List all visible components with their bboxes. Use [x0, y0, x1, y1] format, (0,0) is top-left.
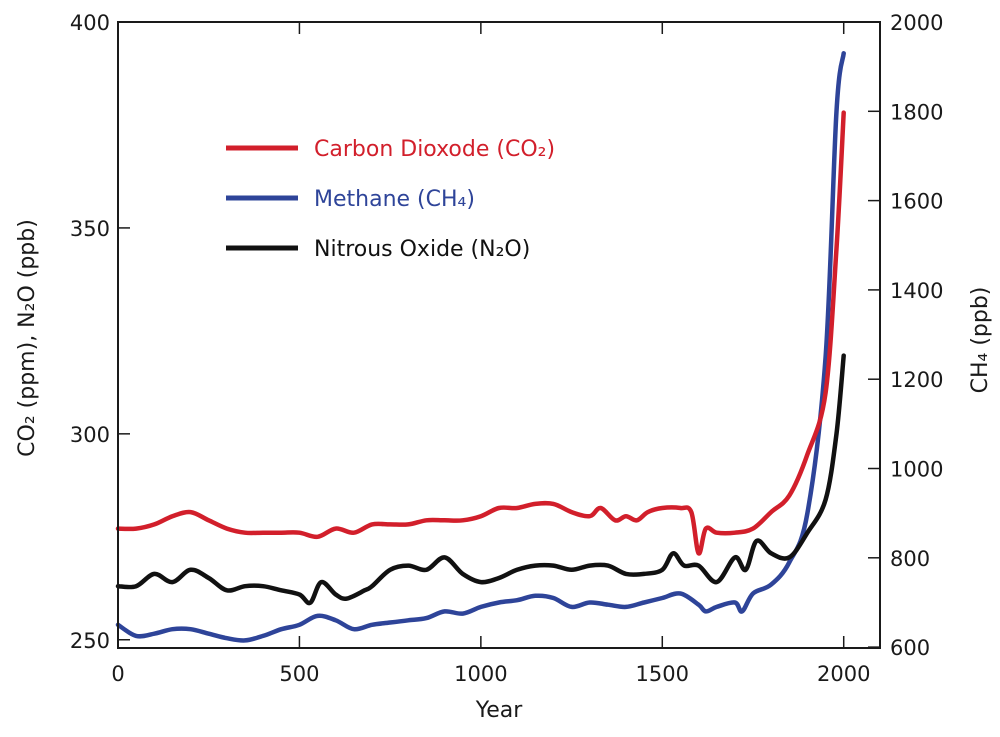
- right-y-tick-label: 1200: [890, 368, 943, 392]
- legend-label-ch4: Methane (CH₄): [314, 187, 475, 212]
- series-line-ch4: [115, 51, 846, 643]
- legend-item-co2: Carbon Dioxode (CO₂): [226, 137, 555, 162]
- right-y-axis: 600 800 1000 1200 1400 1600 1800 2000: [868, 11, 943, 660]
- series-line-n2o: [115, 353, 846, 606]
- x-tick-label: 1500: [636, 662, 689, 686]
- right-y-tick-label: 1800: [890, 100, 943, 124]
- plot-frame: [117, 21, 881, 649]
- right-y-tick-label: 2000: [890, 11, 943, 35]
- series-layer: [115, 51, 846, 643]
- right-y-tick-label: 800: [890, 547, 930, 571]
- x-axis-title: Year: [475, 698, 524, 723]
- x-tick-label: 0: [111, 662, 124, 686]
- left-y-axis-title: CO₂ (ppm), N₂O (ppb): [15, 219, 40, 457]
- x-tick-label: 2000: [817, 662, 870, 686]
- series-line-co2: [115, 110, 846, 556]
- left-y-tick-label: 300: [70, 423, 110, 447]
- x-axis: 0 500 1000 1500 2000: [111, 22, 870, 686]
- legend-label-n2o: Nitrous Oxide (N₂O): [314, 237, 530, 262]
- right-y-tick-label: 600: [890, 636, 930, 660]
- x-tick-label: 500: [279, 662, 319, 686]
- left-y-tick-label: 400: [70, 11, 110, 35]
- left-y-axis: 250 300 350 400: [70, 11, 130, 653]
- legend: Carbon Dioxode (CO₂) Methane (CH₄) Nitro…: [226, 137, 555, 262]
- legend-label-co2: Carbon Dioxode (CO₂): [314, 137, 555, 162]
- left-y-tick-label: 250: [70, 629, 110, 653]
- right-y-tick-label: 1000: [890, 458, 943, 482]
- legend-item-ch4: Methane (CH₄): [226, 187, 475, 212]
- right-y-tick-label: 1600: [890, 190, 943, 214]
- right-y-tick-label: 1400: [890, 279, 943, 303]
- right-y-axis-title: CH₄ (ppb): [968, 287, 993, 394]
- legend-item-n2o: Nitrous Oxide (N₂O): [226, 237, 530, 262]
- x-tick-label: 1000: [454, 662, 507, 686]
- left-y-tick-label: 350: [70, 217, 110, 241]
